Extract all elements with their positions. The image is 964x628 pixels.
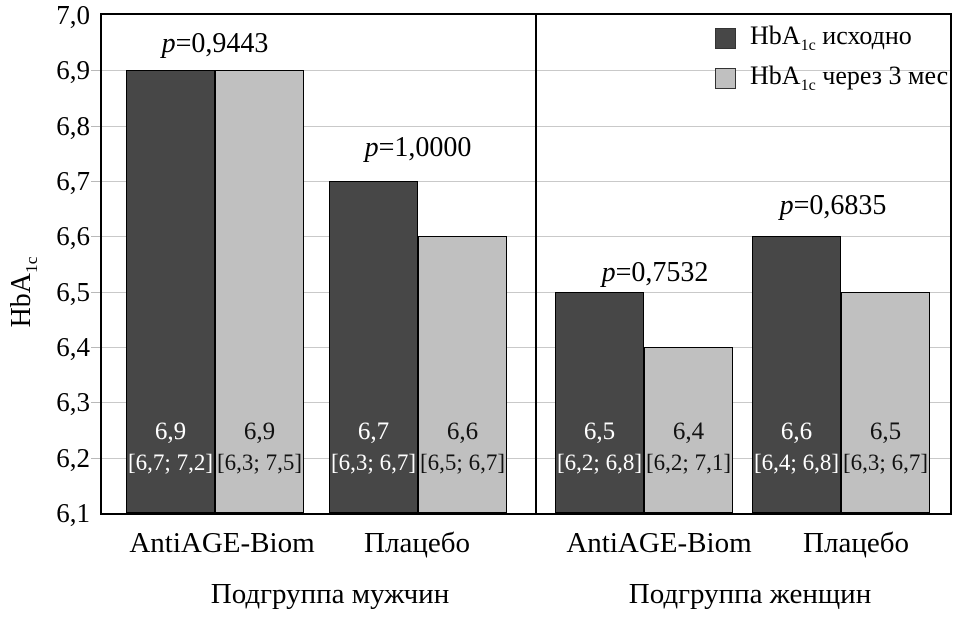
y-tick-label: 6,2 [56, 442, 90, 473]
bar-value-label: 6,9 [243, 418, 276, 445]
bar-label: 6,6 [6,4; 6,8] [754, 415, 839, 478]
y-tick-label: 7,0 [56, 0, 90, 30]
y-tick-mark [91, 125, 100, 127]
gridline [102, 236, 950, 238]
y-tick-mark [91, 236, 100, 238]
bar-hba1c-baseline: 6,9 [6,7; 7,2] [126, 70, 215, 513]
legend-label: HbA1c через 3 мес [750, 60, 949, 95]
bar-label: 6,6 [6,5; 6,7] [420, 415, 505, 478]
bar-hba1c-baseline: 6,7 [6,3; 6,7] [329, 181, 418, 513]
y-tick-label: 6,7 [56, 166, 90, 196]
bar-value-label: 6,9 [154, 418, 187, 445]
x-tick-label: Плацебо [803, 527, 909, 559]
bar-ci-label: [6,2; 6,8] [557, 450, 642, 475]
gridline [102, 291, 950, 293]
p-value-label: p=1,0000 [364, 132, 472, 163]
gridline [102, 402, 950, 404]
y-tick-label: 6,4 [56, 332, 90, 362]
y-tick-label: 6,5 [56, 276, 90, 307]
panel-separator [535, 15, 537, 513]
bar-label: 6,5 [6,2; 6,8] [557, 415, 642, 478]
y-tick-label: 6,3 [56, 387, 90, 418]
p-value-label: p=0,6835 [779, 190, 887, 221]
legend-swatch [715, 67, 736, 89]
gridline [102, 457, 950, 459]
legend-label: HbA1c исходно [750, 20, 912, 55]
y-tick-label: 6,8 [56, 110, 90, 141]
bar-label: 6,7 [6,3; 6,7] [331, 415, 416, 478]
y-tick-mark [91, 457, 100, 459]
y-axis-title-subscript: 1c [21, 256, 41, 273]
bar-label: 6,9 [6,7; 7,2] [128, 415, 213, 478]
x-tick-label: Плацебо [364, 527, 470, 559]
y-tick-mark [91, 291, 100, 293]
bar-hba1c-3-months: 6,9 [6,3; 7,5] [215, 70, 304, 513]
y-tick-label: 6,6 [56, 221, 90, 252]
p-value-label: p=0,9443 [161, 28, 269, 59]
legend-swatch [715, 27, 736, 49]
plot-area: HbA1c исходно HbA1c через 3 мес p=0,9443 6,… [91, 13, 952, 515]
bar-hba1c-baseline: 6,5 [6,2; 6,8] [555, 291, 644, 513]
gridline [102, 347, 950, 348]
bar-label: 6,5 [6,3; 6,7] [843, 415, 928, 478]
x-tick-label: AntiAGE-Biom [566, 527, 752, 559]
bar-label: 6,4 [6,2; 7,1] [646, 415, 731, 478]
bar-hba1c-3-months: 6,6 [6,5; 6,7] [418, 236, 507, 513]
bar-hba1c-3-months: 6,5 [6,3; 6,7] [841, 291, 930, 513]
y-tick-mark [91, 70, 100, 72]
bar-value-label: 6,5 [583, 418, 616, 445]
panel-title: Подгруппа мужчин [210, 578, 450, 610]
bar-value-label: 6,6 [780, 418, 813, 445]
bar-ci-label: [6,7; 7,2] [128, 450, 213, 475]
bar-hba1c-3-months: 6,4 [6,2; 7,1] [644, 347, 733, 513]
bar-ci-label: [6,4; 6,8] [754, 450, 839, 475]
p-value-label: p=0,7532 [601, 257, 709, 288]
bar-value-label: 6,4 [672, 418, 705, 445]
bar-ci-label: [6,3; 6,7] [843, 450, 928, 475]
gridline [102, 125, 950, 127]
y-tick-label: 6,9 [56, 55, 90, 86]
bar-ci-label: [6,5; 6,7] [420, 450, 505, 475]
legend-row: HbA1c исходно [715, 21, 912, 54]
bar-label: 6,9 [6,3; 7,5] [217, 415, 302, 478]
bar-hba1c-baseline: 6,6 [6,4; 6,8] [752, 236, 841, 513]
gridline [102, 70, 950, 72]
bar-value-label: 6,7 [357, 418, 390, 445]
bar-value-label: 6,6 [446, 418, 479, 445]
gridline [102, 181, 950, 182]
x-tick-label: AntiAGE-Biom [129, 527, 315, 559]
panel-title: Подгруппа женщин [628, 578, 872, 610]
bar-ci-label: [6,2; 7,1] [646, 450, 731, 475]
legend-row: HbA1c через 3 мес [715, 61, 948, 94]
y-tick-mark [91, 402, 100, 404]
bar-value-label: 6,5 [869, 418, 902, 445]
y-tick-label: 6,1 [56, 498, 90, 528]
bar-ci-label: [6,3; 7,5] [217, 450, 302, 475]
bar-ci-label: [6,3; 6,7] [331, 450, 416, 475]
y-tick-mark [91, 347, 100, 348]
y-tick-mark [91, 181, 100, 182]
